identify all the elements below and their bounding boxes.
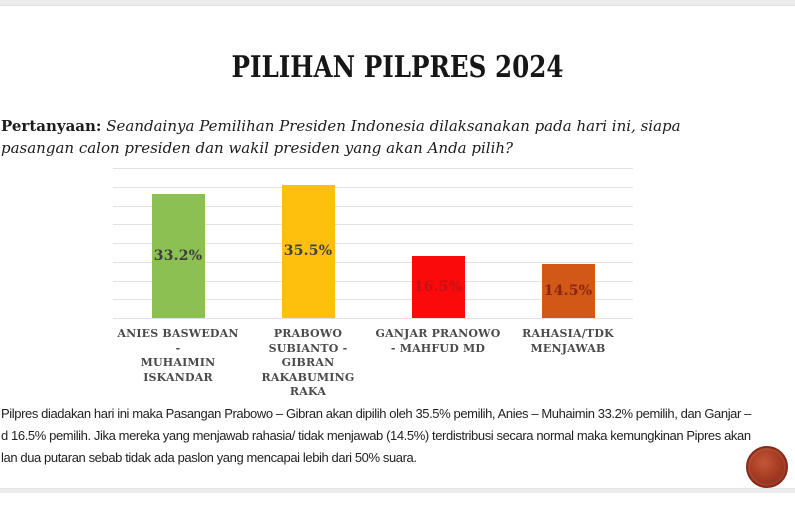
- bar-4: 14.5%: [541, 263, 595, 318]
- bar-1: 33.2%: [151, 193, 205, 318]
- bar-value-label: 16.5%: [413, 279, 463, 296]
- gridline: [113, 205, 633, 207]
- bar-value-label: 33.2%: [153, 247, 203, 264]
- bar-2: 35.5%: [281, 184, 335, 318]
- gridline: [113, 168, 633, 169]
- gridline: [113, 243, 633, 244]
- bars-row: 33.2% 35.5% 16.5% 14.5%: [113, 168, 633, 318]
- category-label: ANIES BASWEDAN - MUHAIMIN ISKANDAR: [117, 327, 239, 384]
- bottom-edge-strip: [0, 488, 795, 493]
- bar-3: 16.5%: [411, 256, 465, 318]
- summary-line: lan dua putaran sebab tidak ada paslon y…: [1, 450, 417, 465]
- gridline: [113, 261, 633, 263]
- bar-slot: 16.5%: [373, 168, 503, 318]
- bar-slot: 35.5%: [243, 168, 373, 318]
- category-label: GANJAR PRANOWO - MAHFUD MD: [375, 327, 501, 355]
- category-label: PRABOWO SUBIANTO - GIBRAN RAKABUMING RAK…: [261, 327, 355, 398]
- summary-line: d 16.5% pemilih. Jika mereka yang menjaw…: [1, 428, 751, 443]
- summary-paragraph: Pilpres diadakan hari ini maka Pasangan …: [1, 403, 795, 469]
- gridline: [113, 224, 633, 226]
- question-label: Pertanyaan:: [1, 117, 102, 135]
- top-edge-strip: [0, 0, 795, 6]
- gridline: [113, 299, 633, 301]
- summary-line: Pilpres diadakan hari ini maka Pasangan …: [1, 406, 751, 421]
- stamp-logo-icon: [746, 446, 788, 488]
- gridline: [113, 280, 633, 282]
- bar-chart: 33.2% 35.5% 16.5% 14.5%: [113, 168, 633, 319]
- gridline: [113, 186, 633, 188]
- page-title: PILIHAN PILPRES 2024: [231, 50, 564, 85]
- bar-value-label: 14.5%: [543, 282, 593, 299]
- gridline: [113, 318, 633, 319]
- bar-value-label: 35.5%: [283, 243, 333, 260]
- bar-slot: 33.2%: [113, 168, 243, 318]
- question-text: Seandainya Pemilihan Presiden Indonesia …: [1, 117, 681, 157]
- bar-slot: 14.5%: [503, 168, 633, 318]
- category-label: RAHASIA/TDK MENJAWAB: [522, 327, 614, 355]
- survey-question: Pertanyaan: Seandainya Pemilihan Preside…: [1, 115, 723, 159]
- category-row: ANIES BASWEDAN - MUHAIMIN ISKANDAR PRABOW…: [113, 327, 633, 400]
